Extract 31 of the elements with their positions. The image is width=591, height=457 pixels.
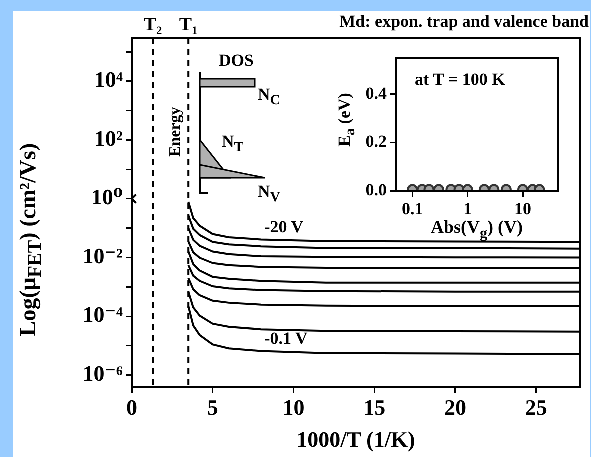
annotation: -0.1 V: [264, 329, 308, 348]
annotation: N$_{T}$: [222, 132, 244, 156]
annotation: at T = 100 K: [415, 70, 506, 89]
annotation: N$_{V}$: [258, 182, 281, 206]
ref-line-label: T₂: [144, 14, 163, 36]
y-tick-label: 10⁻⁶: [82, 360, 124, 386]
x-tick-label: 5: [207, 394, 218, 420]
y-tick-label: 10⁴: [94, 67, 124, 92]
x-tick-label: 0: [126, 394, 138, 420]
y-tick-label: 0.0: [366, 180, 387, 200]
y-tick-label: 10⁰: [91, 184, 124, 210]
annotation: -20 V: [264, 218, 304, 237]
y-tick-label: 0.4: [366, 84, 388, 103]
ref-line-label: T₁: [179, 14, 198, 36]
annotation: Energy: [167, 107, 184, 157]
annotation: N$_{C}$: [258, 85, 281, 108]
annotation: DOS: [219, 51, 254, 70]
x-tick-label: 0.1: [402, 200, 424, 219]
y-tick-label: 0.2: [366, 132, 387, 152]
y-tick-label: 10²: [94, 126, 124, 151]
x-tick-label: 15: [364, 394, 386, 420]
x-tick-label: 10: [282, 394, 305, 420]
x-tick-label: 20: [444, 394, 466, 420]
y-tick-label: 10⁻⁴: [82, 302, 124, 328]
x-tick-label: 1: [464, 200, 472, 219]
x-axis-title: Abs(V$_{g}$) (V): [431, 217, 523, 242]
x-axis-title: 1000/T (1/K): [296, 427, 416, 452]
x-tick-label: 25: [525, 394, 548, 420]
y-tick-label: 10⁻²: [82, 243, 124, 268]
x-tick-label: 10: [514, 200, 532, 219]
chart-title: Md: expon. trap and valence band: [340, 12, 589, 31]
